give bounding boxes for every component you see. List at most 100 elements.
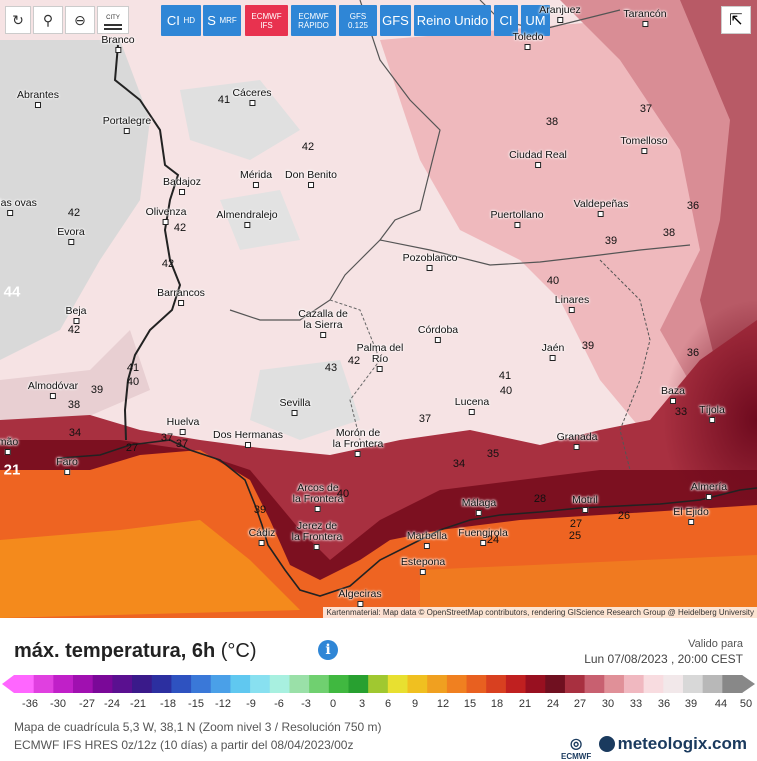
weather-map[interactable]: ↻ ⚲ ⊖ CITY CI HD S MRF ECMWF IFS ECMWF RÁP…: [0, 0, 757, 618]
model-button-ci[interactable]: CI: [494, 5, 518, 36]
isotherm-label: 42: [347, 355, 361, 367]
city-marker: [524, 44, 531, 50]
city-label: Almendralejo: [216, 210, 278, 228]
city-label: Ciudad Real: [509, 150, 567, 168]
model-button-ci-hd[interactable]: CI HD: [161, 5, 201, 36]
isotherm-label: 25: [568, 530, 582, 542]
city-label: Motril: [572, 495, 598, 513]
city-label: Tomelloso: [620, 136, 668, 154]
isotherm-label: 41: [217, 94, 231, 106]
scale-swatch: [33, 675, 54, 693]
scale-swatch: [151, 675, 172, 693]
share-button[interactable]: ⇱: [721, 6, 751, 34]
refresh-icon: ↻: [12, 11, 24, 28]
city-marker: [641, 148, 647, 154]
isotherm-label: 39: [90, 384, 104, 396]
info-icon[interactable]: i: [318, 640, 338, 660]
isotherm-label: 24: [486, 534, 500, 546]
legend-panel: máx. temperatura, 6h (°C) i Valido para …: [0, 618, 757, 761]
scale-tick: -15: [188, 698, 204, 710]
scale-swatch: [564, 675, 586, 693]
city-label: Barrancos: [157, 288, 205, 306]
city-label: Olivenza: [146, 207, 186, 225]
model-label: ECMWF: [251, 11, 282, 21]
model-label: Reino Unido: [416, 12, 489, 28]
scale-swatch: [387, 675, 409, 693]
city-marker: [315, 506, 321, 512]
city-marker: [468, 409, 475, 415]
scale-arrow-hot: [742, 675, 755, 693]
city-label: Portalegre: [103, 116, 151, 134]
city-marker: [357, 601, 363, 607]
scale-swatch: [505, 675, 527, 693]
map-attribution[interactable]: Kartenmaterial: Map data © OpenStreetMap…: [323, 607, 757, 618]
scale-swatch: [269, 675, 290, 693]
model-button-gfs-0125[interactable]: GFS 0.125: [339, 5, 377, 36]
scale-swatch: [53, 675, 74, 693]
model-label: ECMWF: [298, 11, 329, 21]
brand-text: meteologix.com: [617, 734, 747, 753]
model-button-reino-unido[interactable]: Reino Unido: [414, 5, 491, 36]
model-button-s-mrf[interactable]: S MRF: [203, 5, 241, 36]
city-marker: [641, 21, 648, 27]
isotherm-label: 38: [545, 116, 559, 128]
locate-button[interactable]: ⚲: [33, 6, 63, 34]
city-marker: [709, 417, 715, 423]
scale-tick: -6: [274, 698, 284, 710]
scale-swatch: [623, 675, 645, 693]
color-scale: [2, 675, 755, 693]
isotherm-label: 38: [662, 227, 676, 239]
city-label: Evora: [57, 227, 85, 245]
isotherm-label: 41: [498, 370, 512, 382]
city-label: Beja: [65, 306, 87, 324]
city-marker: [248, 100, 255, 106]
city-label: Málaga: [462, 498, 496, 516]
city-label: Don Benito: [285, 170, 337, 188]
scale-swatch: [722, 675, 743, 693]
city-marker: [180, 429, 186, 435]
scale-swatch: [584, 675, 605, 693]
city-label: Aranjuez: [539, 5, 581, 23]
city-label: Dos Hermanas: [213, 430, 283, 448]
city-label: Arcos de la Frontera: [293, 483, 343, 512]
zoom-out-button[interactable]: ⊖: [65, 6, 95, 34]
scale-tick: -12: [215, 698, 231, 710]
scale-tick: 9: [411, 698, 419, 710]
model-button-ecmwf-ifs[interactable]: ECMWF IFS: [245, 5, 288, 36]
zoom-out-icon: ⊖: [74, 11, 86, 28]
refresh-button[interactable]: ↻: [5, 6, 31, 34]
city-label: Pozoblanco: [403, 253, 457, 271]
city-label: Tarancón: [623, 9, 667, 27]
city-marker: [420, 569, 426, 575]
scale-tick: -18: [160, 698, 176, 710]
scale-swatch: [92, 675, 113, 693]
scale-swatch: [407, 675, 428, 693]
isotherm-label: 42: [67, 324, 81, 336]
city-label: Morón de la Frontera: [333, 428, 383, 457]
isotherm-label: 39: [581, 340, 595, 352]
scale-tick: 27: [573, 698, 587, 710]
scale-tick: 12: [436, 698, 450, 710]
city-marker: [670, 398, 676, 404]
isotherm-label: 41: [126, 362, 140, 374]
scale-swatch: [112, 675, 133, 693]
model-button-um[interactable]: UM: [521, 5, 550, 36]
city-label: Marbella: [407, 531, 447, 549]
city-label: Almería: [691, 482, 727, 500]
scale-tick: 21: [518, 698, 532, 710]
model-button-gfs[interactable]: GFS: [380, 5, 411, 36]
city-marker: [427, 265, 433, 271]
city-marker: [424, 543, 430, 549]
scale-swatch: [702, 675, 723, 693]
model-button-ecmwf-rapido[interactable]: ECMWF RÁPIDO: [291, 5, 336, 36]
meteologix-logo[interactable]: meteologix.com: [598, 734, 747, 754]
isotherm-label: 42: [301, 141, 315, 153]
city-marker: [598, 211, 604, 217]
scale-tick: -36: [22, 698, 38, 710]
city-marker: [581, 507, 588, 513]
city-lines-icon: [104, 23, 122, 26]
scale-tick: 39: [684, 698, 698, 710]
city-labels-button[interactable]: CITY: [97, 6, 129, 34]
city-marker: [550, 355, 556, 361]
city-marker: [314, 544, 320, 550]
